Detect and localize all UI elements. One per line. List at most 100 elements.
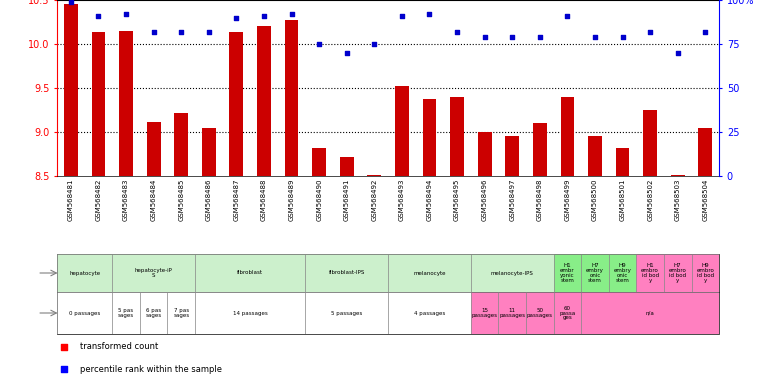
Bar (451, 97, 464, 176)
Text: 11
passages: 11 passages (499, 308, 525, 318)
Text: 5 passages: 5 passages (331, 311, 362, 316)
Text: GSM568484: GSM568484 (151, 178, 157, 221)
Bar (692, 254, 719, 292)
Point (258, 13, 270, 19)
Text: GSM568499: GSM568499 (565, 178, 571, 221)
Text: 4 passages: 4 passages (414, 311, 445, 316)
Text: GSM568486: GSM568486 (205, 178, 212, 221)
Point (92, 13, 104, 19)
Point (479, 34, 491, 40)
Point (120, 11, 132, 17)
Point (368, 41, 380, 47)
Bar (422, 99, 436, 176)
Text: transformed count: transformed count (80, 342, 158, 351)
Text: 15
passages: 15 passages (472, 308, 498, 318)
Bar (195, 254, 305, 292)
Bar (388, 254, 471, 292)
Bar (478, 132, 492, 176)
Text: H7
embry
onic
stem: H7 embry onic stem (586, 263, 604, 283)
Bar (471, 254, 553, 292)
Point (231, 15, 243, 21)
Bar (305, 292, 388, 334)
Point (589, 34, 601, 40)
Text: 6 pas
sages: 6 pas sages (145, 308, 161, 318)
Text: melanocyte-IPS: melanocyte-IPS (491, 270, 533, 275)
Point (58, 343, 70, 349)
Text: GSM568494: GSM568494 (426, 178, 432, 221)
Text: H1
embro
id bod
y: H1 embro id bod y (642, 263, 659, 283)
Point (644, 28, 656, 35)
Text: GSM568485: GSM568485 (178, 178, 184, 221)
Text: H9
embro
id bod
y: H9 embro id bod y (696, 263, 715, 283)
Bar (195, 292, 305, 334)
Text: GSM568495: GSM568495 (454, 178, 460, 221)
Point (423, 11, 435, 17)
Bar (174, 113, 188, 176)
Bar (671, 175, 685, 176)
Text: GSM568482: GSM568482 (95, 178, 101, 221)
Point (562, 13, 574, 19)
Text: GSM568491: GSM568491 (344, 178, 350, 221)
Text: percentile rank within the sample: percentile rank within the sample (80, 364, 222, 374)
Bar (588, 136, 602, 176)
Bar (553, 254, 581, 292)
Bar (471, 292, 498, 334)
Point (506, 34, 518, 40)
Text: GSM568501: GSM568501 (619, 178, 626, 221)
Bar (581, 292, 719, 334)
Text: GSM568497: GSM568497 (509, 178, 515, 221)
Text: GSM568493: GSM568493 (399, 178, 405, 221)
Text: H1
embr
yonic
stem: H1 embr yonic stem (560, 263, 575, 283)
Text: fibroblast-IPS: fibroblast-IPS (329, 270, 365, 275)
Text: GSM568492: GSM568492 (371, 178, 377, 221)
Bar (57, 292, 113, 334)
Bar (312, 148, 326, 176)
Bar (636, 254, 664, 292)
Bar (64, 3, 78, 176)
Point (148, 28, 160, 35)
Bar (395, 86, 409, 176)
Text: GSM568500: GSM568500 (592, 178, 598, 221)
Bar (526, 292, 553, 334)
Bar (167, 292, 195, 334)
Bar (119, 31, 133, 176)
Point (175, 28, 187, 35)
Point (202, 28, 215, 35)
Text: 60
passa
ges: 60 passa ges (559, 306, 575, 321)
Point (285, 11, 298, 17)
Text: 0 passages: 0 passages (69, 311, 100, 316)
Text: GSM568487: GSM568487 (234, 178, 240, 221)
Text: fibroblast: fibroblast (237, 270, 263, 275)
Text: GSM568489: GSM568489 (288, 178, 295, 221)
Bar (505, 136, 519, 176)
Bar (664, 254, 692, 292)
Bar (388, 292, 471, 334)
Bar (91, 31, 105, 176)
Bar (257, 25, 271, 176)
Text: 14 passages: 14 passages (233, 311, 268, 316)
Text: H9
embry
onic
stem: H9 embry onic stem (613, 263, 632, 283)
Bar (581, 254, 609, 292)
Point (699, 28, 712, 35)
Text: GSM568504: GSM568504 (702, 178, 708, 221)
Point (672, 50, 684, 56)
Text: GSM568503: GSM568503 (675, 178, 681, 221)
Bar (140, 292, 167, 334)
Point (396, 13, 408, 19)
Bar (147, 122, 161, 176)
Bar (305, 254, 388, 292)
Point (451, 28, 463, 35)
Bar (57, 254, 113, 292)
Text: GSM568496: GSM568496 (482, 178, 488, 221)
Bar (643, 110, 657, 176)
Bar (230, 31, 244, 176)
Text: GSM568502: GSM568502 (647, 178, 653, 221)
Point (58, 366, 70, 372)
Text: 5 pas
sages: 5 pas sages (118, 308, 134, 318)
Point (533, 34, 546, 40)
Bar (533, 123, 546, 176)
Text: hepatocyte-iP
S: hepatocyte-iP S (135, 268, 173, 278)
Point (313, 41, 325, 47)
Text: H7
embro
id bod
y: H7 embro id bod y (669, 263, 686, 283)
Bar (340, 157, 354, 176)
